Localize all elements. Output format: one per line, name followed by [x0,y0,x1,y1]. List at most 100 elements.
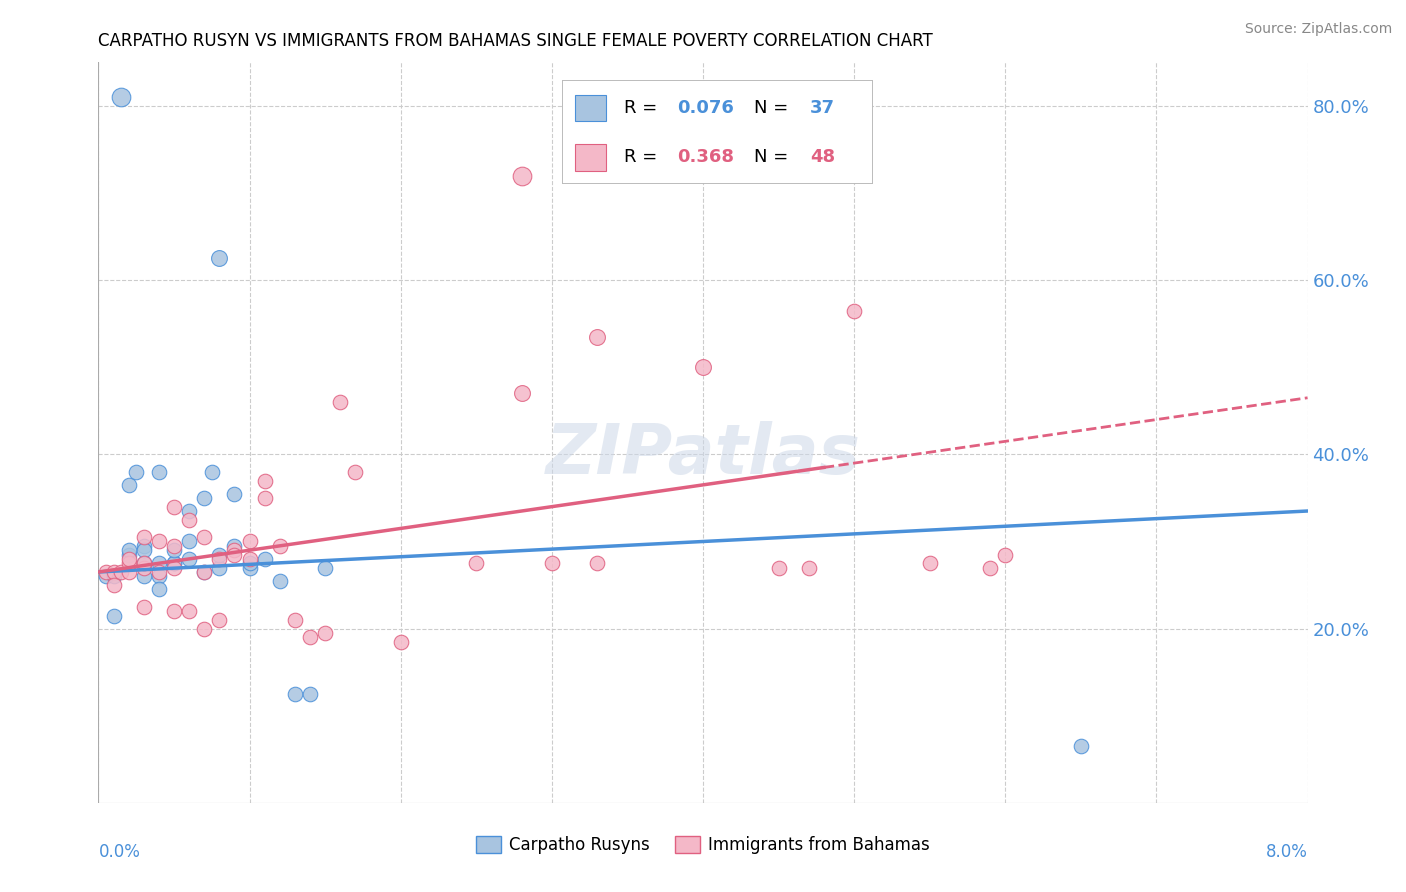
Text: R =: R = [624,99,664,117]
Point [208,548,231,562]
Point [239,560,262,574]
Point [118,552,141,566]
Point [179,552,201,566]
Point [179,504,201,518]
Point [284,613,307,627]
Point [224,539,246,553]
Point [692,360,714,375]
Point [148,582,170,597]
Point [208,552,231,566]
Point [239,556,262,570]
Legend: Carpatho Rusyns, Immigrants from Bahamas: Carpatho Rusyns, Immigrants from Bahamas [470,830,936,861]
Point [768,560,790,574]
Point [132,560,155,574]
Point [163,543,186,558]
Point [118,543,141,558]
Point [132,556,155,570]
Point [163,539,186,553]
Point [465,556,488,570]
Point [269,539,291,553]
Text: 37: 37 [810,99,835,117]
Point [193,565,215,579]
Point [208,252,231,266]
Point [163,500,186,514]
Text: Source: ZipAtlas.com: Source: ZipAtlas.com [1244,22,1392,37]
Point [103,565,125,579]
Point [994,548,1017,562]
Point [586,556,609,570]
Point [844,303,866,318]
Point [314,560,336,574]
Point [179,513,201,527]
Point [239,534,262,549]
Point [110,90,132,104]
Point [118,556,141,570]
Point [193,565,215,579]
Text: 0.076: 0.076 [676,99,734,117]
Point [224,548,246,562]
Point [201,465,224,479]
Point [299,630,322,644]
Point [94,569,117,583]
Point [118,565,141,579]
Point [797,560,820,574]
Point [540,556,562,570]
Text: ZIPatlas: ZIPatlas [546,421,860,488]
Point [103,578,125,592]
Point [193,491,215,505]
Point [329,395,352,409]
Point [193,622,215,636]
Point [208,560,231,574]
Point [132,569,155,583]
Point [314,626,336,640]
Point [179,534,201,549]
Point [132,543,155,558]
Point [103,569,125,583]
Point [389,634,412,648]
Point [510,169,533,183]
Point [284,687,307,701]
Point [979,560,1001,574]
Point [132,556,155,570]
Point [163,560,186,574]
Point [94,565,117,579]
Text: 8.0%: 8.0% [1265,843,1308,861]
Point [918,556,941,570]
Point [110,565,132,579]
Point [148,565,170,579]
Point [253,474,276,488]
Point [132,599,155,614]
Point [103,608,125,623]
Point [253,552,276,566]
Text: 0.0%: 0.0% [98,843,141,861]
Point [586,330,609,344]
Point [132,539,155,553]
Point [125,465,148,479]
Point [163,556,186,570]
Point [224,543,246,558]
Point [1070,739,1092,754]
Point [344,465,367,479]
Text: 48: 48 [810,148,835,166]
Point [163,604,186,618]
Point [118,548,141,562]
Point [132,530,155,544]
Point [148,465,170,479]
Text: 0.368: 0.368 [676,148,734,166]
Text: N =: N = [754,99,794,117]
Point [208,613,231,627]
Point [148,569,170,583]
Point [118,478,141,492]
Point [163,556,186,570]
Point [299,687,322,701]
Text: R =: R = [624,148,664,166]
Point [148,534,170,549]
Point [510,386,533,401]
FancyBboxPatch shape [575,95,606,121]
Point [148,556,170,570]
Point [239,552,262,566]
Point [269,574,291,588]
Point [224,486,246,500]
Point [253,491,276,505]
Point [193,530,215,544]
